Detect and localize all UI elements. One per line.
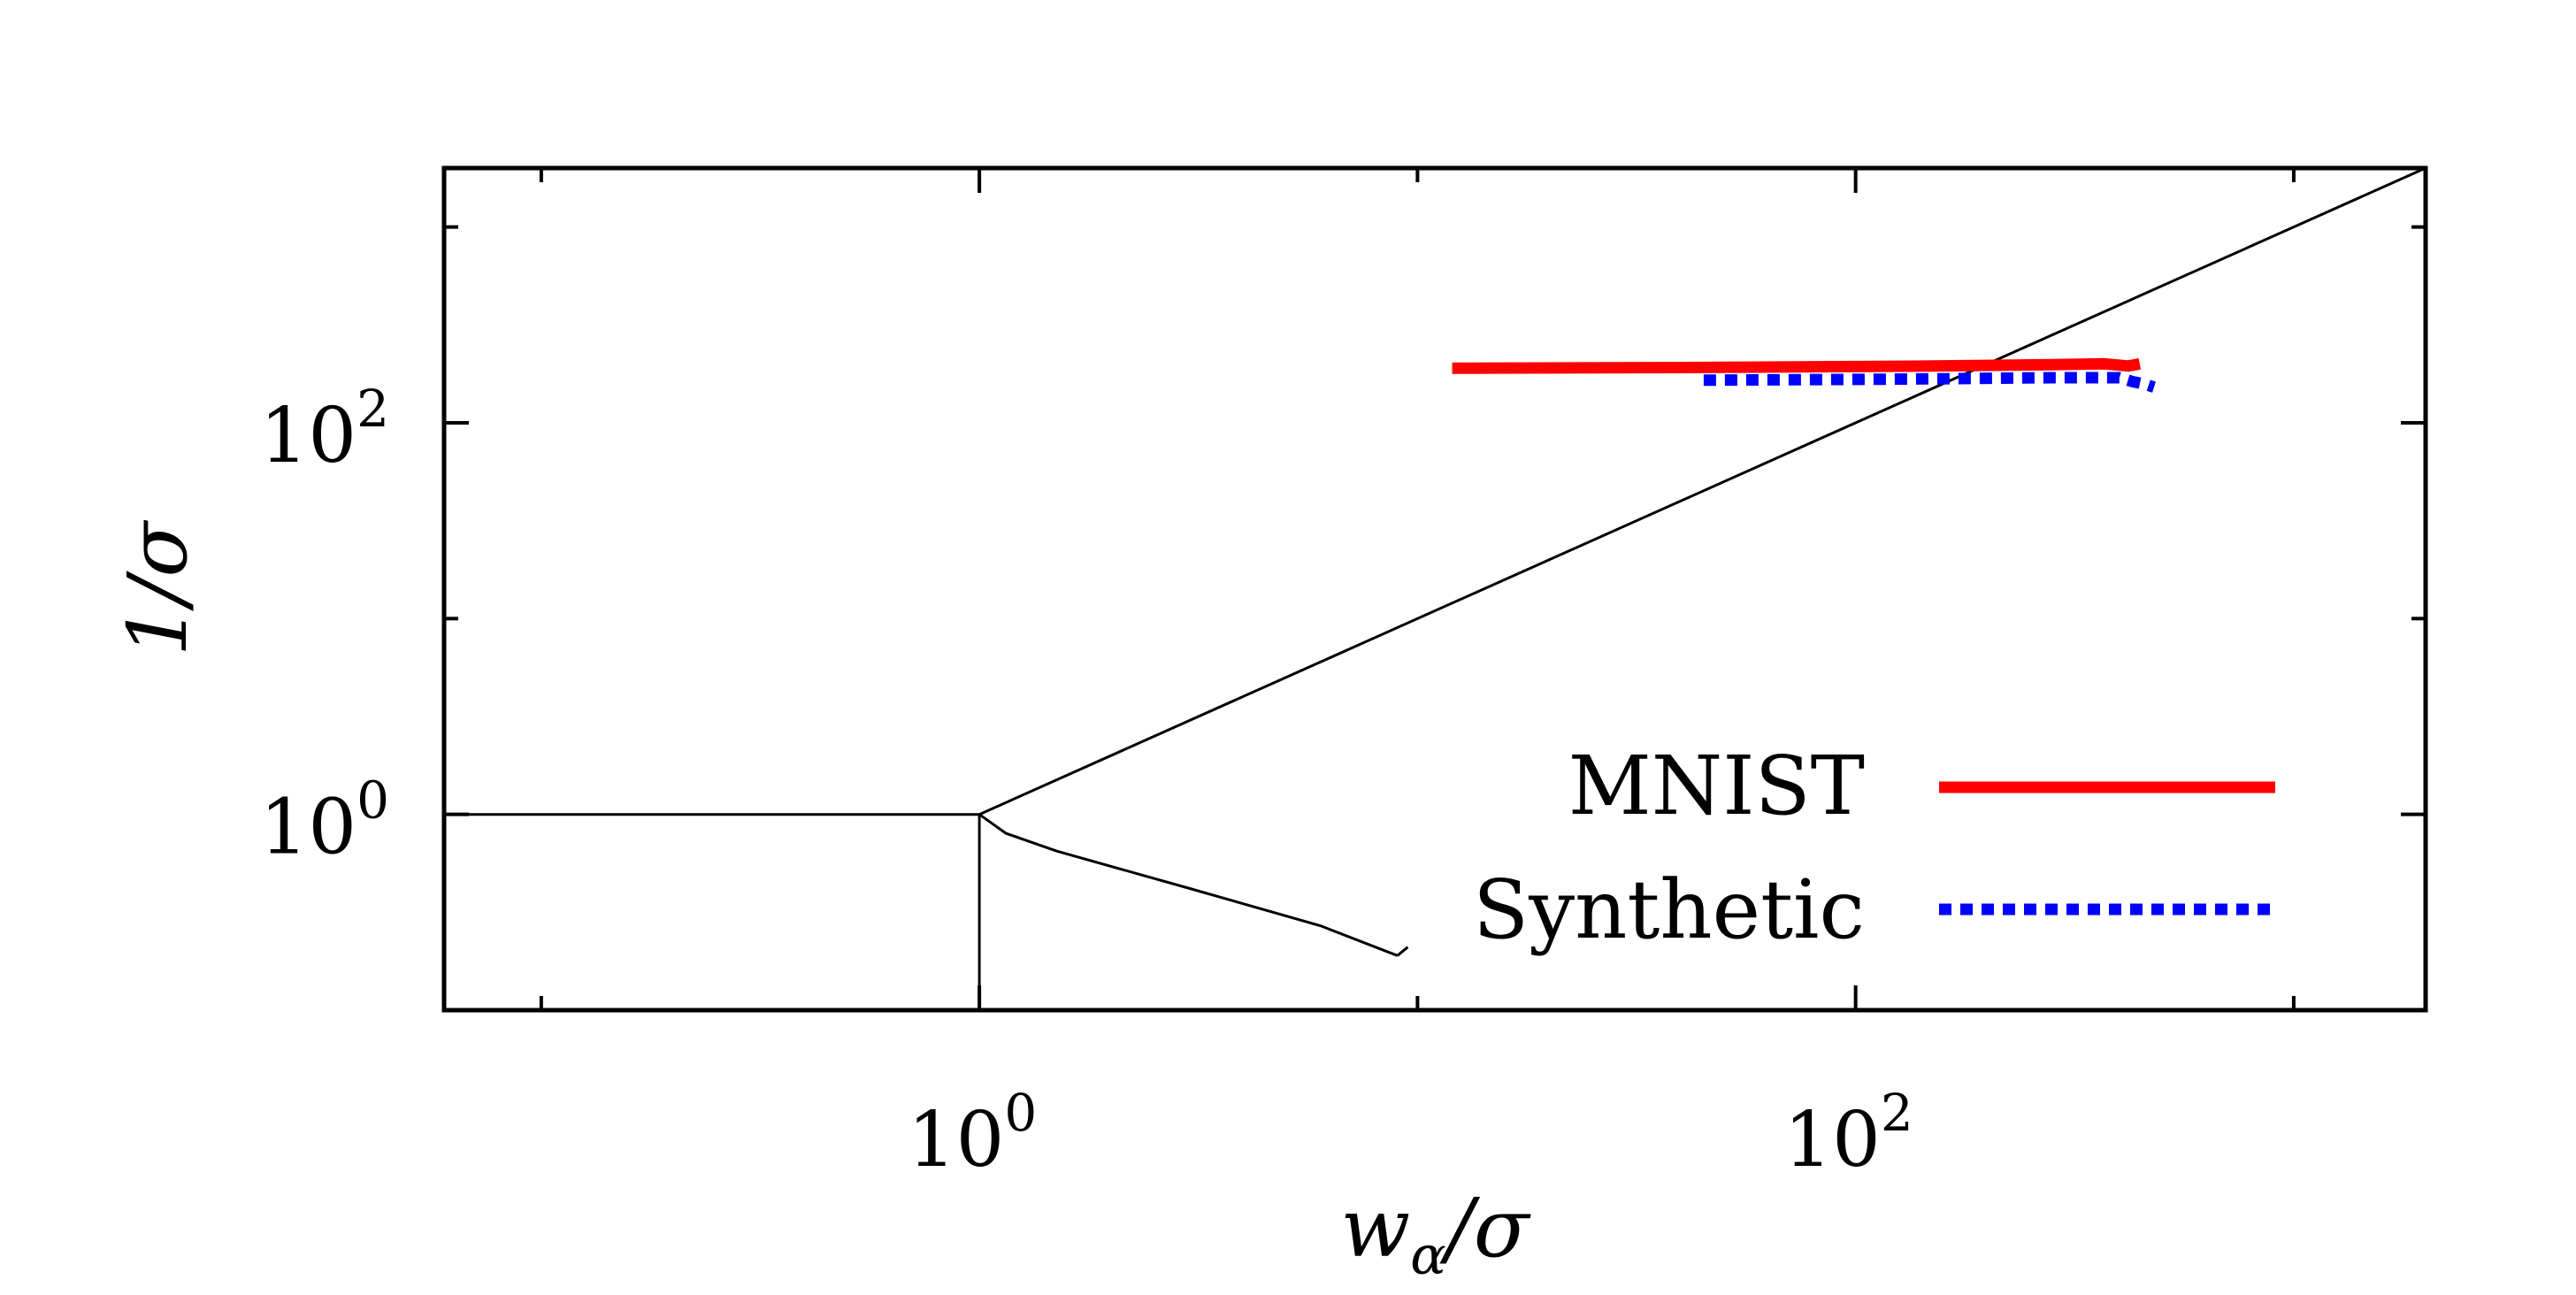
plot-frame: [441, 165, 2428, 1013]
x-axis-label: wα/σ: [1340, 1181, 1530, 1287]
reference-curves: [444, 166, 2426, 1010]
reference-branch: [978, 813, 1399, 957]
y-tick-label: 102: [260, 379, 389, 480]
series-mnist: [1452, 357, 2142, 374]
legend-label-synthetic: Synthetic: [1473, 862, 1865, 957]
axis-ticks: [444, 168, 2426, 1012]
x-tick-label: 100: [908, 1083, 1037, 1184]
x-tick-labels: 100 102: [908, 1083, 1913, 1184]
legend: MNIST Synthetic: [1473, 739, 2275, 957]
x-tick-label: 102: [1783, 1083, 1913, 1184]
data-series: [1452, 357, 2156, 393]
legend-label-mnist: MNIST: [1568, 739, 1865, 833]
reference-diagonal: [978, 166, 2426, 816]
y-tick-label: 100: [260, 770, 389, 872]
y-tick-labels: 100 102: [260, 379, 389, 872]
reference-branch-hook: [1396, 946, 1409, 957]
series-synthetic: [1703, 372, 2156, 393]
y-axis-label: 1/σ: [111, 520, 205, 657]
